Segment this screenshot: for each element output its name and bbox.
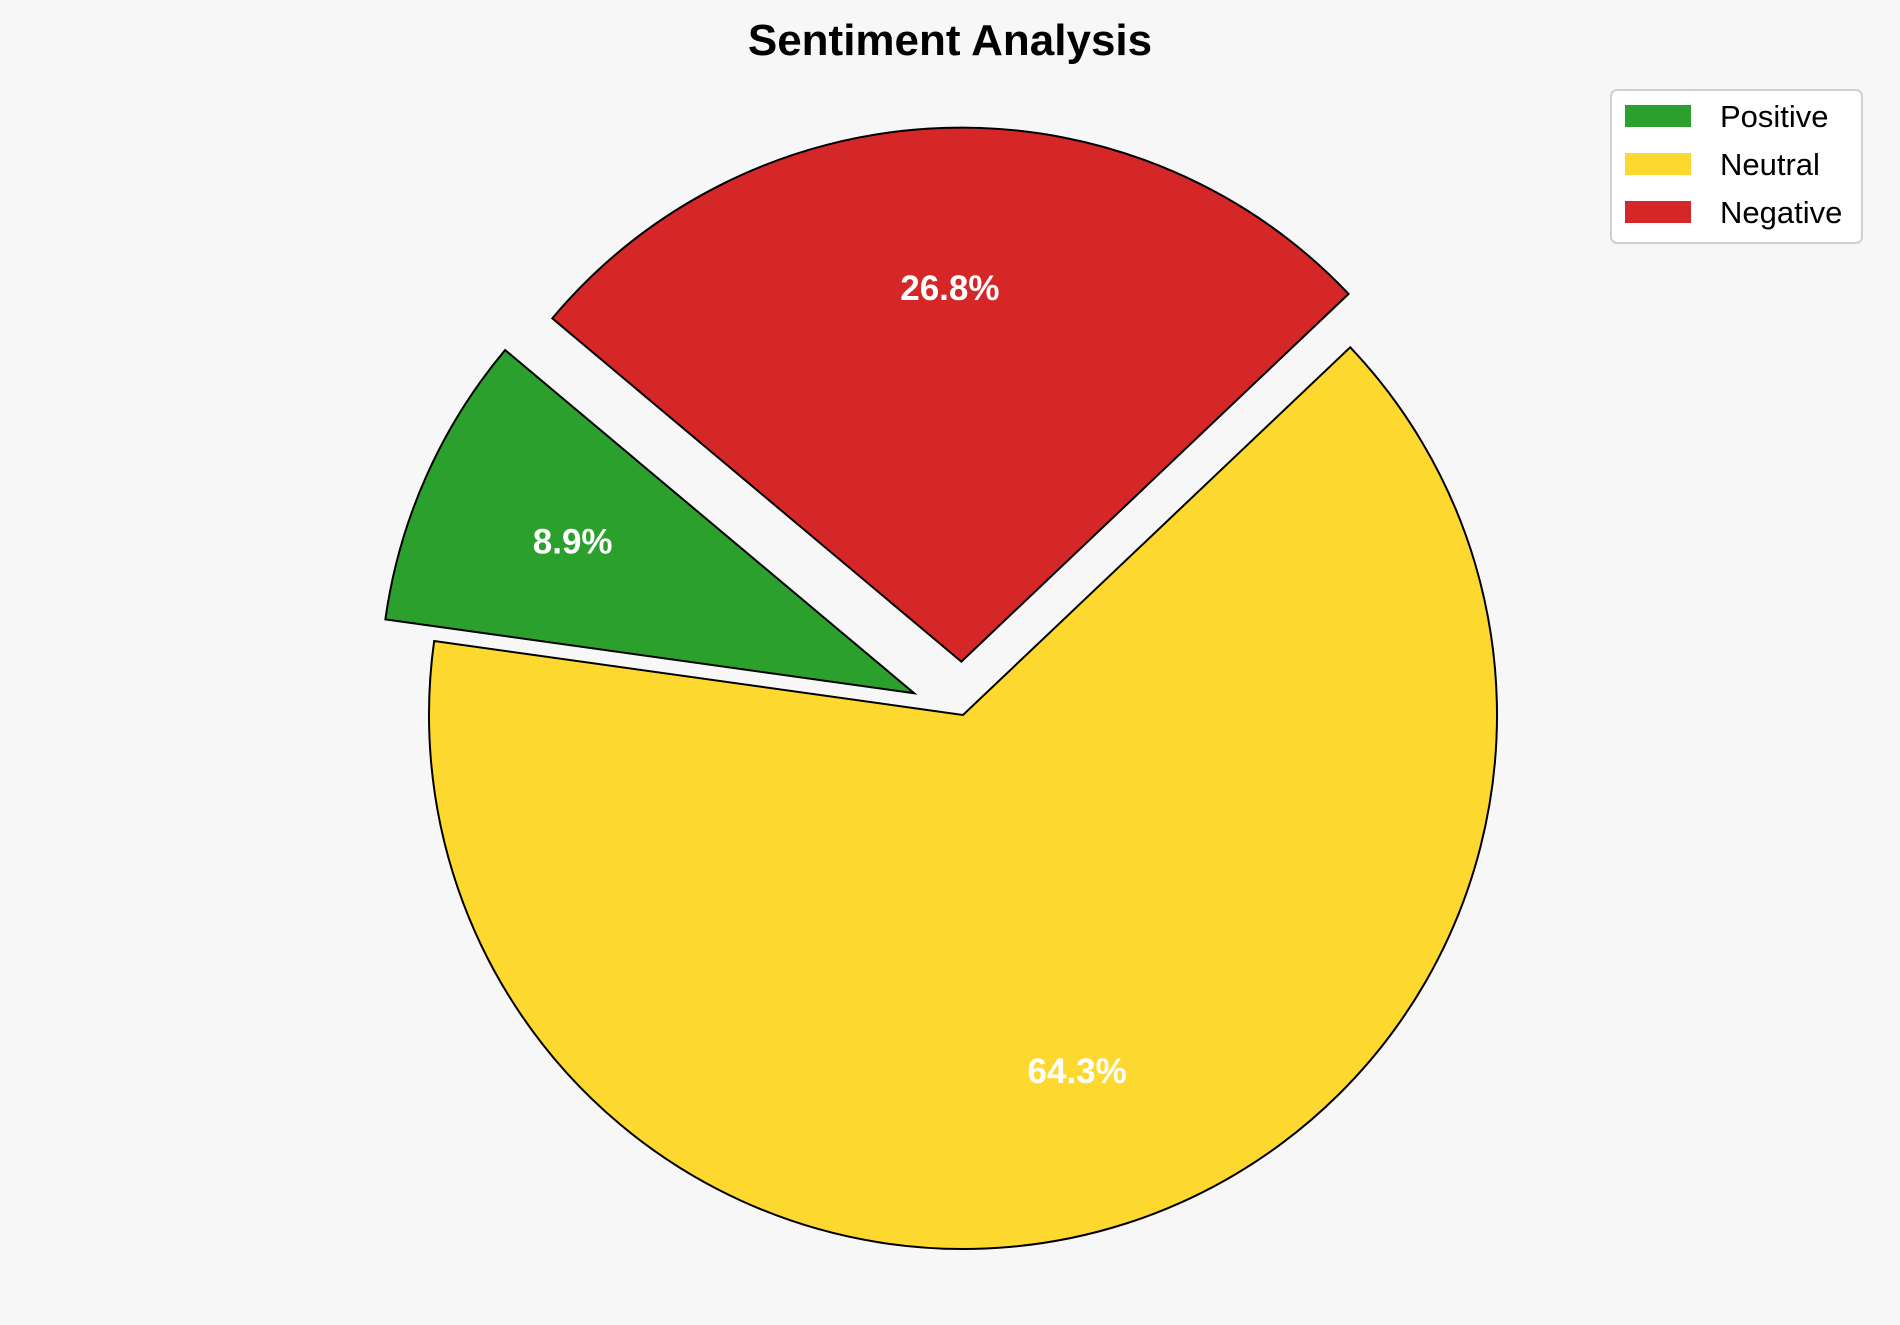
pie-slice-positive [384,348,918,695]
pie-slice-neutral [428,345,1498,1250]
slice-label-negative: 26.8% [900,269,999,308]
legend-swatch-negative [1625,201,1691,223]
slice-label-neutral: 64.3% [1028,1052,1127,1091]
legend-label-neutral: Neutral [1720,147,1820,182]
chart-title: Sentiment Analysis [748,16,1152,65]
pie-slice-negative [550,126,1350,663]
legend: Positive Neutral Negative [1610,89,1863,244]
slice-label-positive: 8.9% [533,522,613,561]
legend-label-negative: Negative [1720,195,1842,230]
legend-swatch-positive [1625,105,1691,127]
legend-swatch-neutral [1625,153,1691,175]
legend-label-positive: Positive [1720,99,1829,134]
